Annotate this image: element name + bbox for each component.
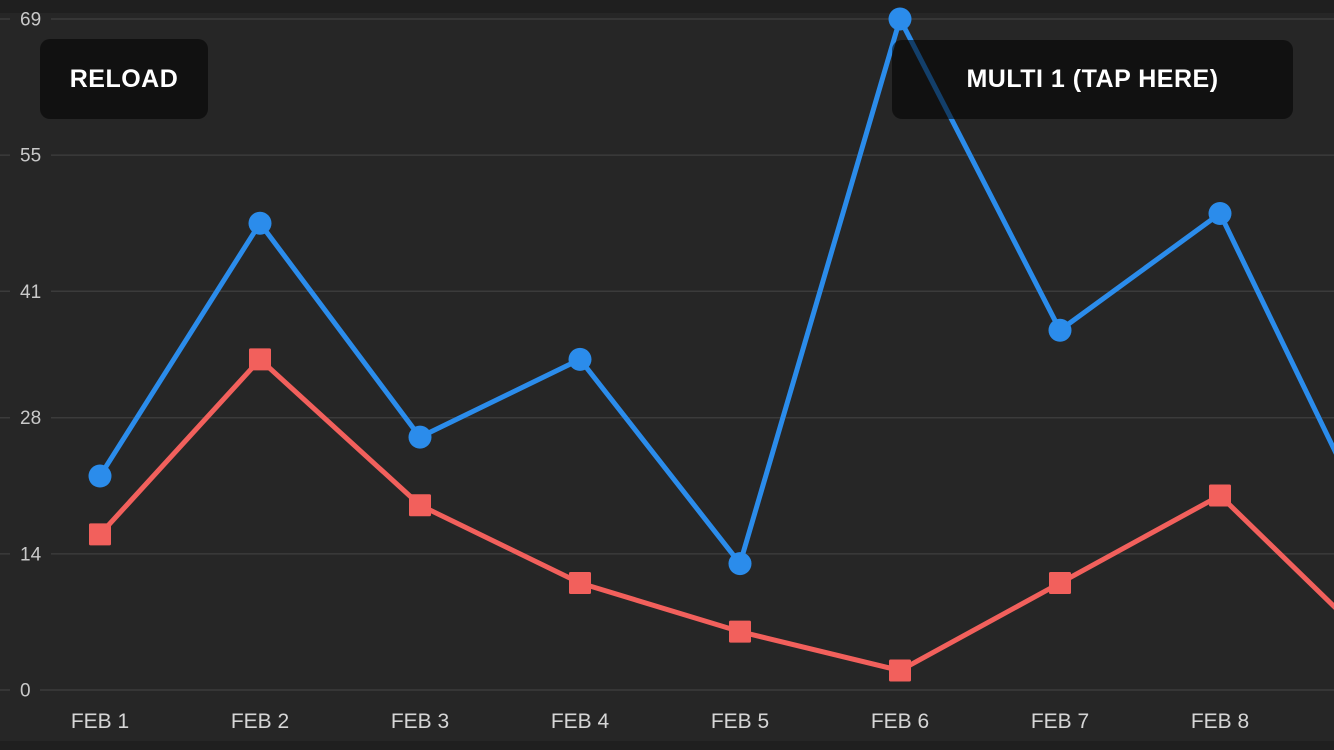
y-tick-label: 55	[20, 146, 41, 167]
data-point-circle[interactable]	[88, 464, 112, 488]
data-point-circle[interactable]	[568, 347, 592, 371]
x-tick-label: FEB 8	[1191, 710, 1249, 733]
series-2-line	[97, 356, 1334, 674]
data-point-square[interactable]	[89, 523, 111, 546]
x-tick-label: FEB 1	[71, 710, 129, 733]
data-point-square[interactable]	[249, 348, 271, 371]
data-point-square[interactable]	[889, 659, 911, 682]
y-tick-label: 69	[20, 10, 41, 31]
multi-1-tap-button[interactable]: MULTI 1 (TAP HERE)	[892, 40, 1293, 119]
data-point-square[interactable]	[409, 494, 431, 517]
data-point-square[interactable]	[729, 620, 751, 643]
x-tick-label: FEB 7	[1031, 710, 1089, 733]
series-1-dataset-1	[88, 7, 1334, 576]
data-point-circle[interactable]	[408, 425, 432, 449]
data-point-circle[interactable]	[728, 552, 752, 576]
x-tick-label: FEB 5	[711, 710, 769, 733]
data-point-square[interactable]	[1049, 572, 1071, 595]
data-point-circle[interactable]	[888, 7, 912, 31]
x-tick-label: FEB 2	[231, 710, 289, 733]
data-point-circle[interactable]	[248, 211, 272, 235]
x-tick-label: FEB 6	[871, 710, 929, 733]
data-point-square[interactable]	[569, 572, 591, 595]
y-tick-label: 14	[20, 544, 42, 565]
series-2-dataset-2	[89, 348, 1334, 682]
gridlines-and-y-axis-labels: 0 14 28 41 55 69	[0, 10, 1334, 702]
x-axis-labels: FEB 1 FEB 2 FEB 3 FEB 4 FEB 5 FEB 6 FEB 7 FEB 8	[71, 710, 1249, 733]
x-tick-label: FEB 3	[391, 710, 449, 733]
data-point-circle[interactable]	[1208, 201, 1232, 225]
data-point-square[interactable]	[1209, 484, 1231, 507]
data-point-circle[interactable]	[1048, 318, 1072, 342]
reload-button[interactable]: RELOAD	[40, 39, 208, 119]
y-tick-label: 41	[20, 282, 41, 303]
chart-surface	[0, 13, 1334, 741]
y-tick-label: 28	[20, 408, 41, 429]
x-tick-label: FEB 4	[551, 710, 610, 733]
y-tick-label: 0	[20, 681, 31, 702]
